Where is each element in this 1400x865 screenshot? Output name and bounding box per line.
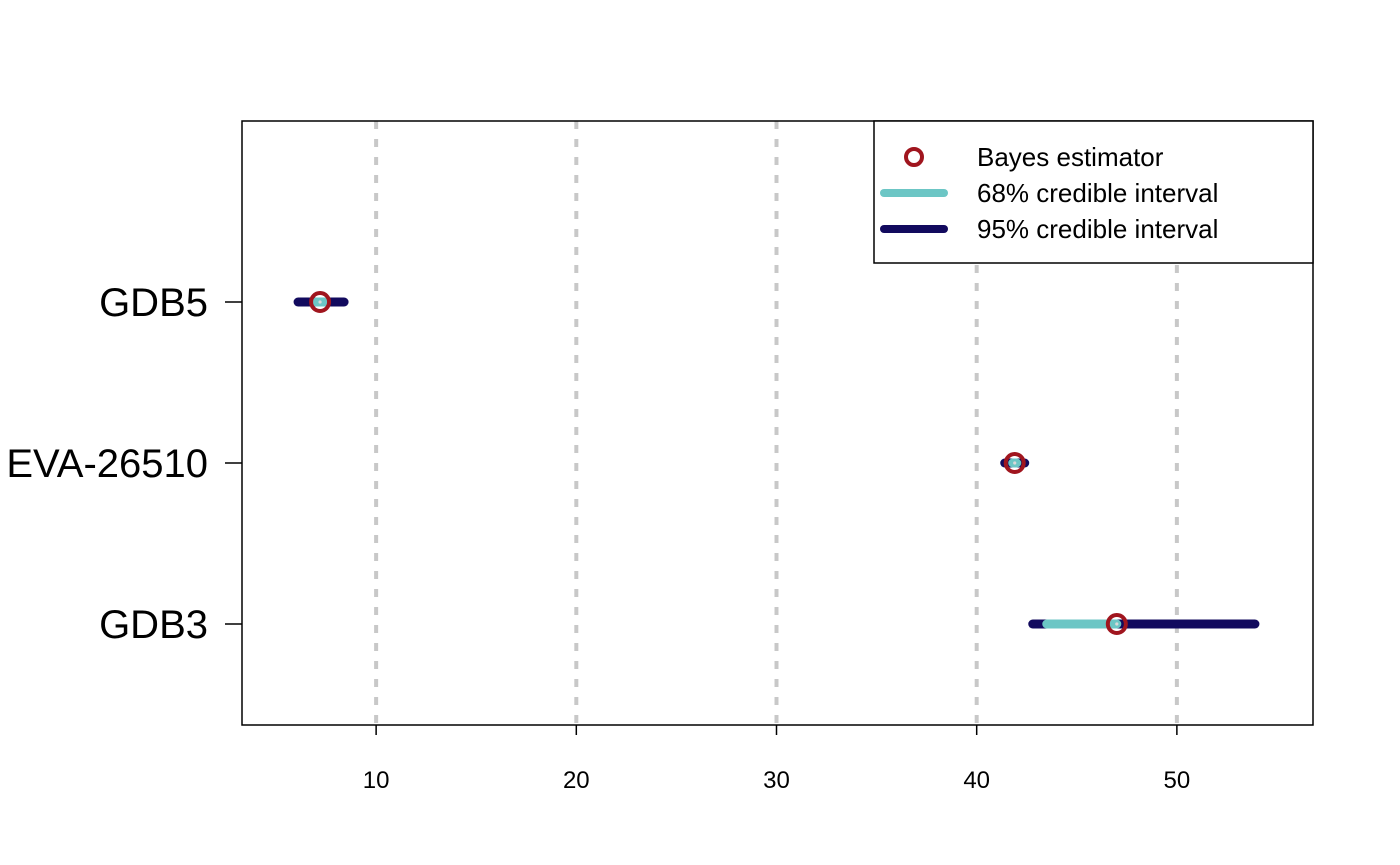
ci68-bars [311,297,1122,629]
legend-marker-estimator [904,147,924,167]
plot-frame [241,120,1314,726]
y-category-label: GDB5 [99,281,208,325]
y-category-label: GDB3 [99,603,208,647]
estimator-point [1003,452,1026,474]
estimator-point-center [1115,622,1119,626]
x-tick-label: 50 [1164,767,1191,794]
estimator-point [1105,613,1128,635]
estimator-point-center [1013,461,1017,465]
estimator-point [309,291,332,313]
x-tick-label: 30 [763,767,790,794]
legend-label-ci95: 95% credible interval [977,214,1218,244]
legend-label-ci68: 68% credible interval [977,178,1218,208]
legend: Bayes estimator 68% credible interval 95… [873,120,1314,264]
legend-label-estimator: Bayes estimator [977,142,1164,172]
estimator-point-center [318,300,322,304]
legend-marker-estimator-center [912,155,916,159]
x-axis: 10 20 30 40 50 [363,725,1190,794]
x-tick-label: 20 [563,767,590,794]
x-tick-label: 40 [963,767,990,794]
x-tick-label: 10 [363,767,390,794]
estimator-points [309,291,1128,635]
y-category-label: EVA-26510 [6,442,208,486]
y-axis: GDB5 EVA-26510 GDB3 [6,281,242,647]
